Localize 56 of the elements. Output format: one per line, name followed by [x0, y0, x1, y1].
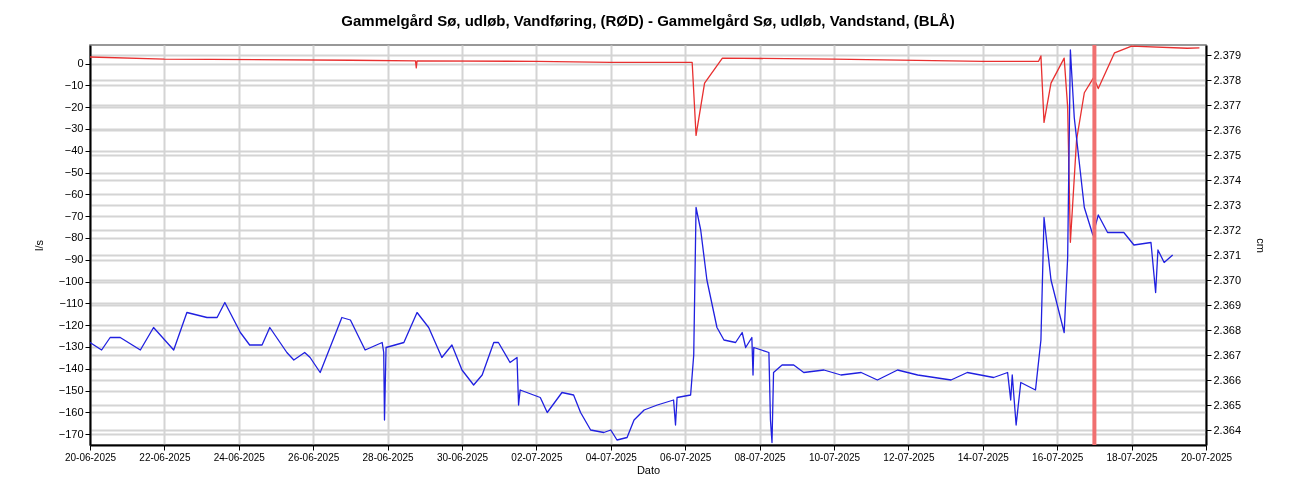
y-tick-label: −100 [58, 275, 84, 288]
y-tick-label: −20 [64, 100, 84, 113]
x-axis-title: Dato [636, 463, 661, 476]
y2-tick-label: 2.375 [1213, 148, 1242, 161]
x-tick-label: 18-07-2025 [1106, 451, 1159, 463]
x-tick-label: 22-06-2025 [139, 451, 191, 463]
y2-tick-label: 2.368 [1213, 323, 1242, 336]
y2-tick-label: 2.364 [1213, 423, 1242, 436]
y2-tick-label: 2.378 [1213, 73, 1242, 86]
x-tick-label: 08-07-2025 [734, 451, 787, 463]
y-tick-label: 0 [77, 57, 84, 70]
y-tick-label: −130 [58, 340, 84, 353]
x-tick-label: 26-06-2025 [288, 451, 340, 463]
y-axis-title: l/s [32, 239, 45, 251]
y-tick-label: −140 [58, 362, 84, 375]
y-tick-label: −90 [64, 253, 84, 266]
chart-title: Gammelgård Sø, udløb, Vandføring, (RØD) - Gammelgård Sø, udløb, Vandstand, (BLÅ) [341, 12, 955, 29]
x-tick-label: 16-07-2025 [1032, 451, 1084, 463]
x-tick-label: 06-07-2025 [660, 451, 712, 463]
line-series [90, 45, 1201, 243]
y-tick-label: −80 [64, 231, 84, 244]
y-tick-label: −120 [58, 318, 84, 331]
y-tick-label: −160 [58, 405, 84, 418]
y-tick-label: −170 [58, 427, 84, 440]
y-tick-label: −50 [64, 166, 84, 179]
y-tick-label: −70 [64, 209, 84, 222]
y-tick-label: −30 [64, 122, 84, 135]
y2-tick-label: 2.379 [1213, 48, 1242, 61]
y2-tick-label: 2.365 [1213, 398, 1242, 411]
y2-tick-label: 2.376 [1213, 123, 1242, 136]
x-tick-label: 12-07-2025 [883, 451, 935, 463]
x-tick-label: 10-07-2025 [808, 451, 861, 463]
y-tick-label: −150 [58, 384, 84, 396]
y2-tick-label: 2.373 [1213, 198, 1242, 211]
x-tick-label: 20-07-2025 [1180, 451, 1233, 463]
y2-tick-label: 2.372 [1213, 223, 1242, 236]
y-tick-label: −10 [64, 78, 84, 91]
x-tick-label: 30-06-2025 [436, 451, 489, 463]
x-tick-label: 24-06-2025 [213, 451, 266, 463]
x-tick-label: 28-06-2025 [362, 451, 415, 463]
y2-tick-label: 2.367 [1213, 348, 1242, 361]
y2-tick-label: 2.371 [1213, 248, 1242, 261]
x-tick-label: 14-07-2025 [957, 451, 1010, 463]
x-tick-label: 02-07-2025 [511, 451, 563, 463]
y2-axis-title: cm [1255, 238, 1268, 253]
y2-tick-label: 2.370 [1213, 273, 1242, 286]
y-tick-label: −40 [64, 144, 84, 157]
y-tick-label: −110 [59, 296, 84, 309]
x-tick-label: 20-06-2025 [64, 451, 117, 463]
y2-tick-label: 2.374 [1213, 173, 1242, 186]
y2-tick-label: 2.377 [1213, 98, 1242, 111]
y-tick-label: −60 [64, 187, 84, 200]
y2-tick-label: 2.369 [1213, 298, 1242, 311]
x-tick-label: 04-07-2025 [585, 451, 638, 463]
line-series [90, 49, 1174, 444]
y2-tick-label: 2.366 [1213, 373, 1242, 386]
